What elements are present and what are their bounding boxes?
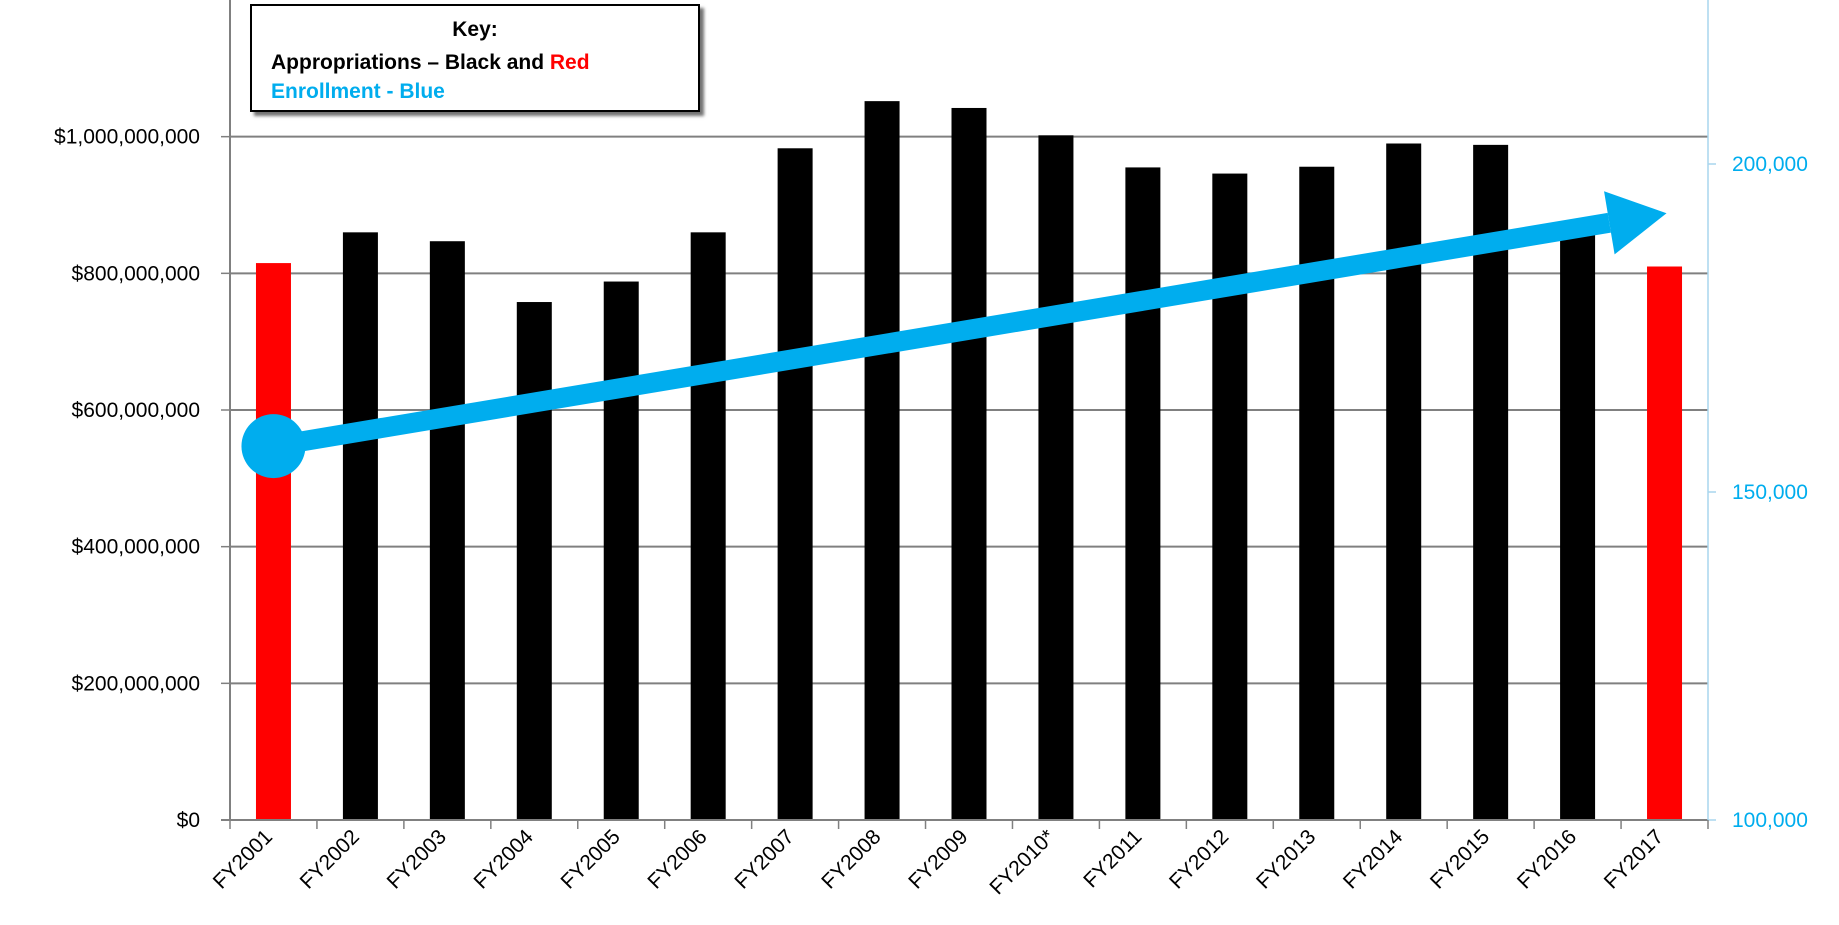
bar-fy2009 (951, 107, 987, 820)
bar-fy2004 (516, 302, 552, 820)
y-tick-label: $0 (177, 809, 200, 832)
key-red-word: Red (549, 51, 590, 74)
x-tick-label: FY2016 (1513, 825, 1581, 893)
bar-fy2015 (1473, 144, 1509, 820)
x-tick-label: FY2002 (296, 825, 364, 893)
y-tick-label: $200,000,000 (72, 672, 200, 695)
bar-fy2005 (603, 281, 639, 820)
x-tick-label: FY2009 (904, 825, 972, 893)
bar-fy2008 (864, 101, 900, 821)
bar-fy2003 (429, 241, 465, 820)
y-tick-label: $800,000,000 (72, 262, 200, 285)
bar-fy2017 (1647, 266, 1683, 820)
x-tick-label: FY2014 (1339, 825, 1407, 893)
key-appropriations: Appropriations – Black and Red (271, 51, 590, 75)
key-appropriations-text: Appropriations – Black and (271, 51, 550, 74)
key-enrollment: Enrollment - Blue (271, 80, 445, 103)
bar-fy2016 (1560, 221, 1596, 820)
y2-tick-label: 200,000 (1732, 153, 1808, 176)
x-tick-label: FY2010* (985, 825, 1059, 899)
key-title: Key: (452, 18, 498, 41)
x-tick-label: FY2007 (730, 825, 798, 893)
axes (221, 0, 1716, 829)
x-tick-label: FY2006 (643, 825, 711, 893)
x-tick-label: FY2001 (209, 825, 277, 893)
y2-tick-label: 100,000 (1732, 809, 1808, 832)
x-tick-label: FY2004 (470, 825, 538, 893)
y-tick-label: $600,000,000 (72, 399, 200, 422)
y-tick-label: $400,000,000 (72, 536, 200, 559)
x-tick-label: FY2003 (383, 825, 451, 893)
enrollment-start-point (241, 414, 306, 479)
bar-fy2012 (1212, 173, 1248, 821)
x-tick-label: FY2008 (817, 825, 885, 893)
enrollment-trend (241, 191, 1667, 479)
bar-fy2001 (255, 263, 291, 820)
bar-fy2011 (1125, 167, 1161, 820)
bar-fy2006 (690, 232, 726, 821)
x-tick-label: FY2017 (1600, 825, 1668, 893)
bar-fy2010 (1038, 135, 1074, 821)
y-tick-label: $1,000,000,000 (54, 126, 200, 149)
bar-fy2002 (342, 232, 378, 821)
x-tick-label: FY2005 (556, 825, 624, 893)
bars (255, 101, 1683, 821)
enrollment-arrow-head (1604, 191, 1667, 255)
enrollment-arrow-shaft (271, 212, 1611, 456)
x-tick-label: FY2011 (1079, 825, 1146, 892)
bar-fy2007 (777, 148, 813, 821)
x-tick-label: FY2015 (1426, 825, 1494, 893)
legend-key: Key: Appropriations – Black and Red Enro… (250, 4, 700, 112)
y2-tick-label: 150,000 (1732, 481, 1808, 504)
x-tick-label: FY2012 (1165, 825, 1233, 893)
x-tick-label: FY2013 (1252, 825, 1320, 893)
